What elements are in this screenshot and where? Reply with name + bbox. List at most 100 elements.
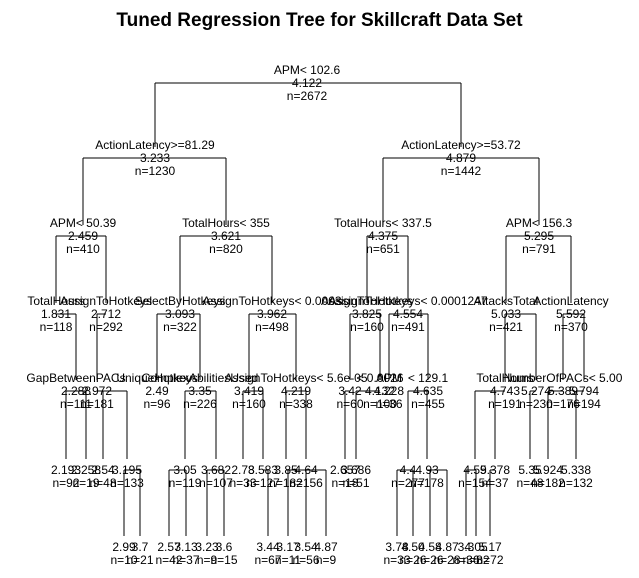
node-count-label: n=133 xyxy=(110,476,144,490)
node-split-label: NumberOfPACs< 5.00 xyxy=(504,371,623,385)
node-count-label: n=11 xyxy=(275,553,301,567)
node-count-label: n=18 xyxy=(331,476,358,490)
node-value-label: 3.682 xyxy=(201,463,231,477)
node-value-label: 5.794 xyxy=(569,384,599,398)
node-value-label: 2.972 xyxy=(82,384,112,398)
node-value-label: 4.132 xyxy=(365,384,395,398)
node-value-label: 2.712 xyxy=(91,307,121,321)
node-count-label: n=2672 xyxy=(287,89,328,103)
node-value-label: 2.288 xyxy=(61,384,91,398)
node-count-label: n=1230 xyxy=(135,164,176,178)
node-value-label: 4.64 xyxy=(294,463,318,477)
node-count-label: n=178 xyxy=(410,476,444,490)
node-value-label: 2.657 xyxy=(330,463,360,477)
node-value-label: 4.87 xyxy=(435,540,459,554)
node-value-label: 5.389 xyxy=(548,384,578,398)
node-count-label: n=338 xyxy=(279,397,313,411)
node-count-label: n=651 xyxy=(366,242,400,256)
node-count-label: n=277 xyxy=(391,476,425,490)
node-value-label: 3.686 xyxy=(341,463,371,477)
node-count-label: n=36 xyxy=(375,397,402,411)
node-split-label: ActionLatency xyxy=(533,294,608,308)
node-value-label: 3.093 xyxy=(165,307,195,321)
node-value-label: 3.54 xyxy=(294,540,318,554)
node-count-label: n=36 xyxy=(452,553,479,567)
node-count-label: n=1442 xyxy=(441,164,482,178)
node-count-label: n=19 xyxy=(72,476,99,490)
node-value-label: 2.258 xyxy=(71,463,101,477)
node-value-label: 3.13 xyxy=(174,540,198,554)
node-value-label: 4.50 xyxy=(401,540,425,554)
node-split-label: AssignToHotkeys< 0.0003 xyxy=(202,294,341,308)
node-value-label: 2.49 xyxy=(145,384,169,398)
node-value-label: 5.033 xyxy=(491,307,521,321)
node-split-label: TotalHours< 355 xyxy=(182,216,270,230)
node-count-label: n=60 xyxy=(336,397,363,411)
node-value-label: 3.7 xyxy=(132,540,149,554)
node-split-label: ActionLatency>=81.29 xyxy=(95,138,215,152)
node-split-label: AssignToHotkeys xyxy=(60,294,152,308)
node-split-label: UniqueHotkeys xyxy=(116,371,197,385)
node-count-label: n=455 xyxy=(411,397,445,411)
node-count-label: n=56 xyxy=(292,553,319,567)
node-split-label: TotalHours< 337.5 xyxy=(334,216,432,230)
node-value-label: 2.54 xyxy=(91,463,115,477)
node-value-label: 2.99 xyxy=(112,540,136,554)
node-count-label: n=82 xyxy=(462,553,489,567)
node-split-label: TotalHours xyxy=(27,294,84,308)
node-count-label: n=292 xyxy=(89,320,123,334)
node-count-label: n=72 xyxy=(476,553,503,567)
node-value-label: 2.57 xyxy=(157,540,181,554)
node-value-label: 4.879 xyxy=(446,151,476,165)
node-value-label: 4.87 xyxy=(314,540,338,554)
node-count-label: n=182 xyxy=(269,476,303,490)
node-value-label: 3.195 xyxy=(112,463,142,477)
node-count-label: n=28 xyxy=(433,553,460,567)
node-count-label: n=421 xyxy=(489,320,523,334)
node-count-label: n=410 xyxy=(66,242,100,256)
node-value-label: 4.228 xyxy=(374,384,404,398)
node-count-label: n=230 xyxy=(519,397,553,411)
node-count-label: n=181 xyxy=(80,397,114,411)
node-count-label: n=107 xyxy=(199,476,233,490)
node-split-label: < 0.0026 xyxy=(356,371,403,385)
node-value-label: 5.924 xyxy=(533,463,563,477)
node-count-label: n=26 xyxy=(416,553,443,567)
node-value-label: 5.17 xyxy=(478,540,502,554)
node-value-label: 4.122 xyxy=(292,76,322,90)
node-count-label: n=92 xyxy=(52,476,79,490)
node-value-label: 4.58 xyxy=(418,540,442,554)
node-value-label: 3.35 xyxy=(188,384,212,398)
node-count-label: n=37 xyxy=(481,476,508,490)
node-count-label: n=322 xyxy=(163,320,197,334)
node-count-label: n=48 xyxy=(89,476,116,490)
node-value-label: 3.78 xyxy=(385,540,409,554)
node-split-label: < 129.1 xyxy=(408,371,449,385)
node-value-label: 4.93 xyxy=(415,463,439,477)
node-count-label: n=194 xyxy=(567,397,601,411)
node-value-label: 3.621 xyxy=(211,229,241,243)
node-value-label: 4.59 xyxy=(463,463,487,477)
node-count-label: n=51 xyxy=(342,476,369,490)
node-split-label: ActionLatency>=53.72 xyxy=(401,138,521,152)
node-count-label: n=154 xyxy=(458,476,492,490)
node-split-label: GapBetweenPACs xyxy=(26,371,125,385)
node-count-label: n=10 xyxy=(110,553,137,567)
node-split-label: AssignToHotkeys< 0.0001247 xyxy=(328,294,487,308)
node-split-label: APM< 102.6 xyxy=(274,63,341,77)
node-split-label: AssignToHotkeys< 5.6e-05 xyxy=(224,371,367,385)
node-split-label: AttacksTotal xyxy=(474,294,539,308)
node-count-label: n=111 xyxy=(60,397,92,411)
node-split-label: ComplexAbilitiesUsed xyxy=(142,371,259,385)
node-value-label: 3.3 xyxy=(458,540,475,554)
node-split-label: APM< 156.3 xyxy=(506,216,573,230)
node-count-label: n=156 xyxy=(289,476,323,490)
node-split-label: TotalHours xyxy=(476,371,533,385)
node-count-label: n=191 xyxy=(488,397,522,411)
node-count-label: n=67 xyxy=(254,553,281,567)
node-value-label: 3.05 xyxy=(173,463,197,477)
node-count-label: n=37 xyxy=(172,553,199,567)
node-count-label: n=118 xyxy=(40,320,73,334)
node-split-label: SelectByHotkeys xyxy=(135,294,226,308)
